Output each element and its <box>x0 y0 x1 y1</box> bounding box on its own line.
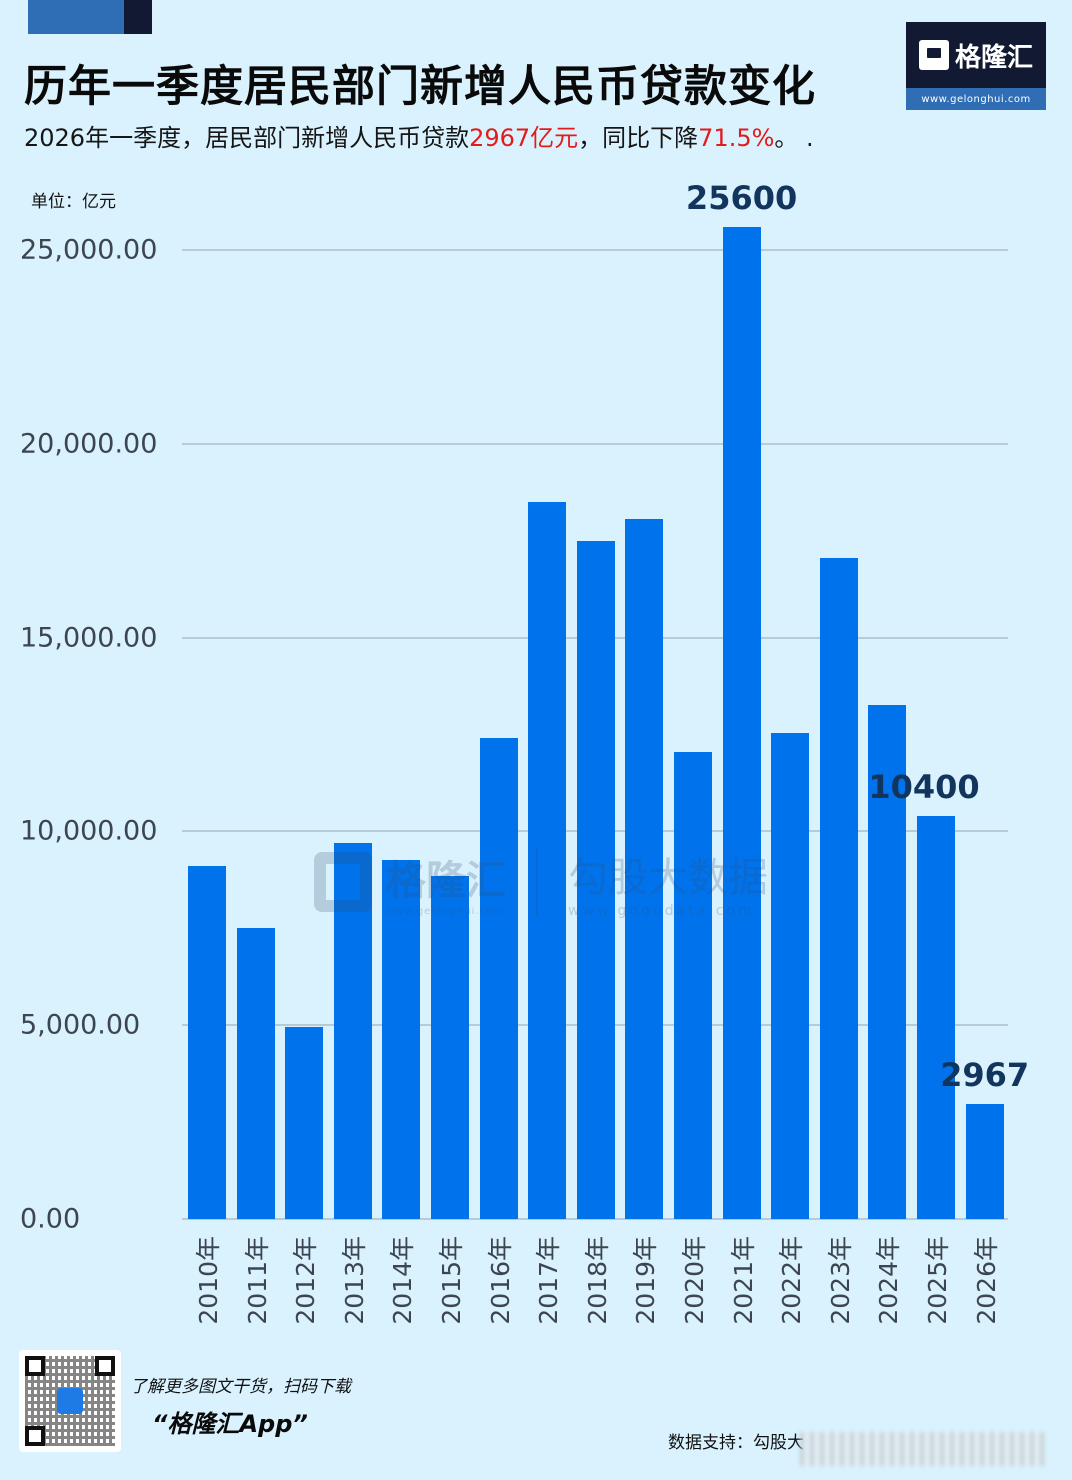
x-tick-label: 2012年 <box>291 1236 321 1325</box>
x-tick-label: 2015年 <box>437 1236 466 1325</box>
x-tick-label: 2019年 <box>631 1236 661 1325</box>
bar-2014年[interactable] <box>382 860 421 1219</box>
bar-2016年[interactable] <box>479 738 518 1219</box>
bar-2026年[interactable] <box>965 1103 1004 1219</box>
bar-2010年[interactable] <box>188 866 226 1219</box>
subtitle-part: 71.5% <box>698 124 775 152</box>
x-tick-label: 2011年 <box>242 1236 272 1325</box>
g-logo-icon <box>918 40 949 70</box>
qr-code[interactable] <box>19 1350 121 1452</box>
data-source: 数据支持：勾股大 <box>668 1433 804 1453</box>
bar-2011年[interactable] <box>236 928 275 1219</box>
bar-2021年[interactable] <box>722 226 761 1219</box>
promo-text: 了解更多图文干货，扫码下载 <box>130 1377 351 1397</box>
qr-finder <box>95 1356 115 1376</box>
y-tick-label: 0.00 <box>20 1203 81 1235</box>
x-axis-baseline <box>182 1218 1008 1220</box>
bar-2019年[interactable] <box>625 519 664 1219</box>
x-tick-label: 2024年 <box>874 1236 904 1325</box>
chart-title: 历年一季度居民部门新增人民币贷款变化 <box>24 62 816 112</box>
unit-label: 单位：亿元 <box>31 192 116 212</box>
gelonghui-logo: 格隆汇 www.gelonghui.com <box>906 22 1046 110</box>
data-label: 10400 <box>868 767 980 806</box>
blurred-source-text <box>800 1432 1045 1466</box>
bar-2015年[interactable] <box>431 875 469 1219</box>
x-tick-label: 2022年 <box>777 1236 807 1325</box>
gridline <box>182 442 1008 445</box>
subtitle-part: 2026年一季度，居民部门新增人民币贷款 <box>24 124 470 152</box>
x-tick-label: 2023年 <box>825 1236 855 1325</box>
bar-2013年[interactable] <box>333 843 372 1219</box>
header-accent-block-dark <box>124 0 152 34</box>
y-tick-label: 20,000.00 <box>20 428 158 460</box>
logo-url: www.gelonghui.com <box>906 88 1046 110</box>
promo-app-name: “格隆汇App” <box>152 1410 308 1438</box>
bar-2018年[interactable] <box>576 540 615 1219</box>
data-label: 2967 <box>940 1055 1030 1094</box>
chart-subtitle: 2026年一季度，居民部门新增人民币贷款2967亿元，同比下降71.5%。 . <box>24 118 814 153</box>
qr-finder <box>25 1426 45 1446</box>
y-tick-label: 10,000.00 <box>20 815 158 847</box>
bar-2024年[interactable] <box>868 705 907 1219</box>
x-tick-label: 2018年 <box>582 1236 612 1325</box>
x-tick-label: 2026年 <box>971 1236 1001 1325</box>
x-tick-label: 2025年 <box>923 1236 952 1325</box>
qr-g-logo-icon <box>57 1388 83 1414</box>
subtitle-part: 2967亿元 <box>469 124 579 152</box>
bar-2025年[interactable] <box>917 815 955 1219</box>
subtitle-part: ，同比下降 <box>578 124 699 152</box>
data-label: 25600 <box>685 178 798 217</box>
header-accent-block <box>28 0 124 34</box>
x-tick-label: 2013年 <box>339 1236 369 1325</box>
x-tick-label: 2014年 <box>388 1236 418 1325</box>
qr-finder <box>25 1356 45 1376</box>
x-tick-label: 2021年 <box>728 1236 758 1325</box>
y-tick-label: 25,000.00 <box>20 234 158 266</box>
y-tick-label: 5,000.00 <box>20 1009 141 1041</box>
gridline <box>182 249 1008 251</box>
x-tick-label: 2017年 <box>534 1236 564 1325</box>
y-tick-label: 15,000.00 <box>20 622 158 654</box>
bar-2023年[interactable] <box>819 558 858 1219</box>
x-tick-label: 2020年 <box>680 1236 709 1325</box>
bar-2022年[interactable] <box>771 732 810 1219</box>
x-tick-label: 2016年 <box>485 1236 515 1325</box>
subtitle-part: 。 . <box>774 124 814 152</box>
x-tick-label: 2010年 <box>194 1236 223 1325</box>
bar-2017年[interactable] <box>528 501 567 1219</box>
logo-brand-text: 格隆汇 <box>954 42 1033 73</box>
bar-2020年[interactable] <box>674 751 712 1219</box>
bar-2012年[interactable] <box>285 1027 324 1219</box>
